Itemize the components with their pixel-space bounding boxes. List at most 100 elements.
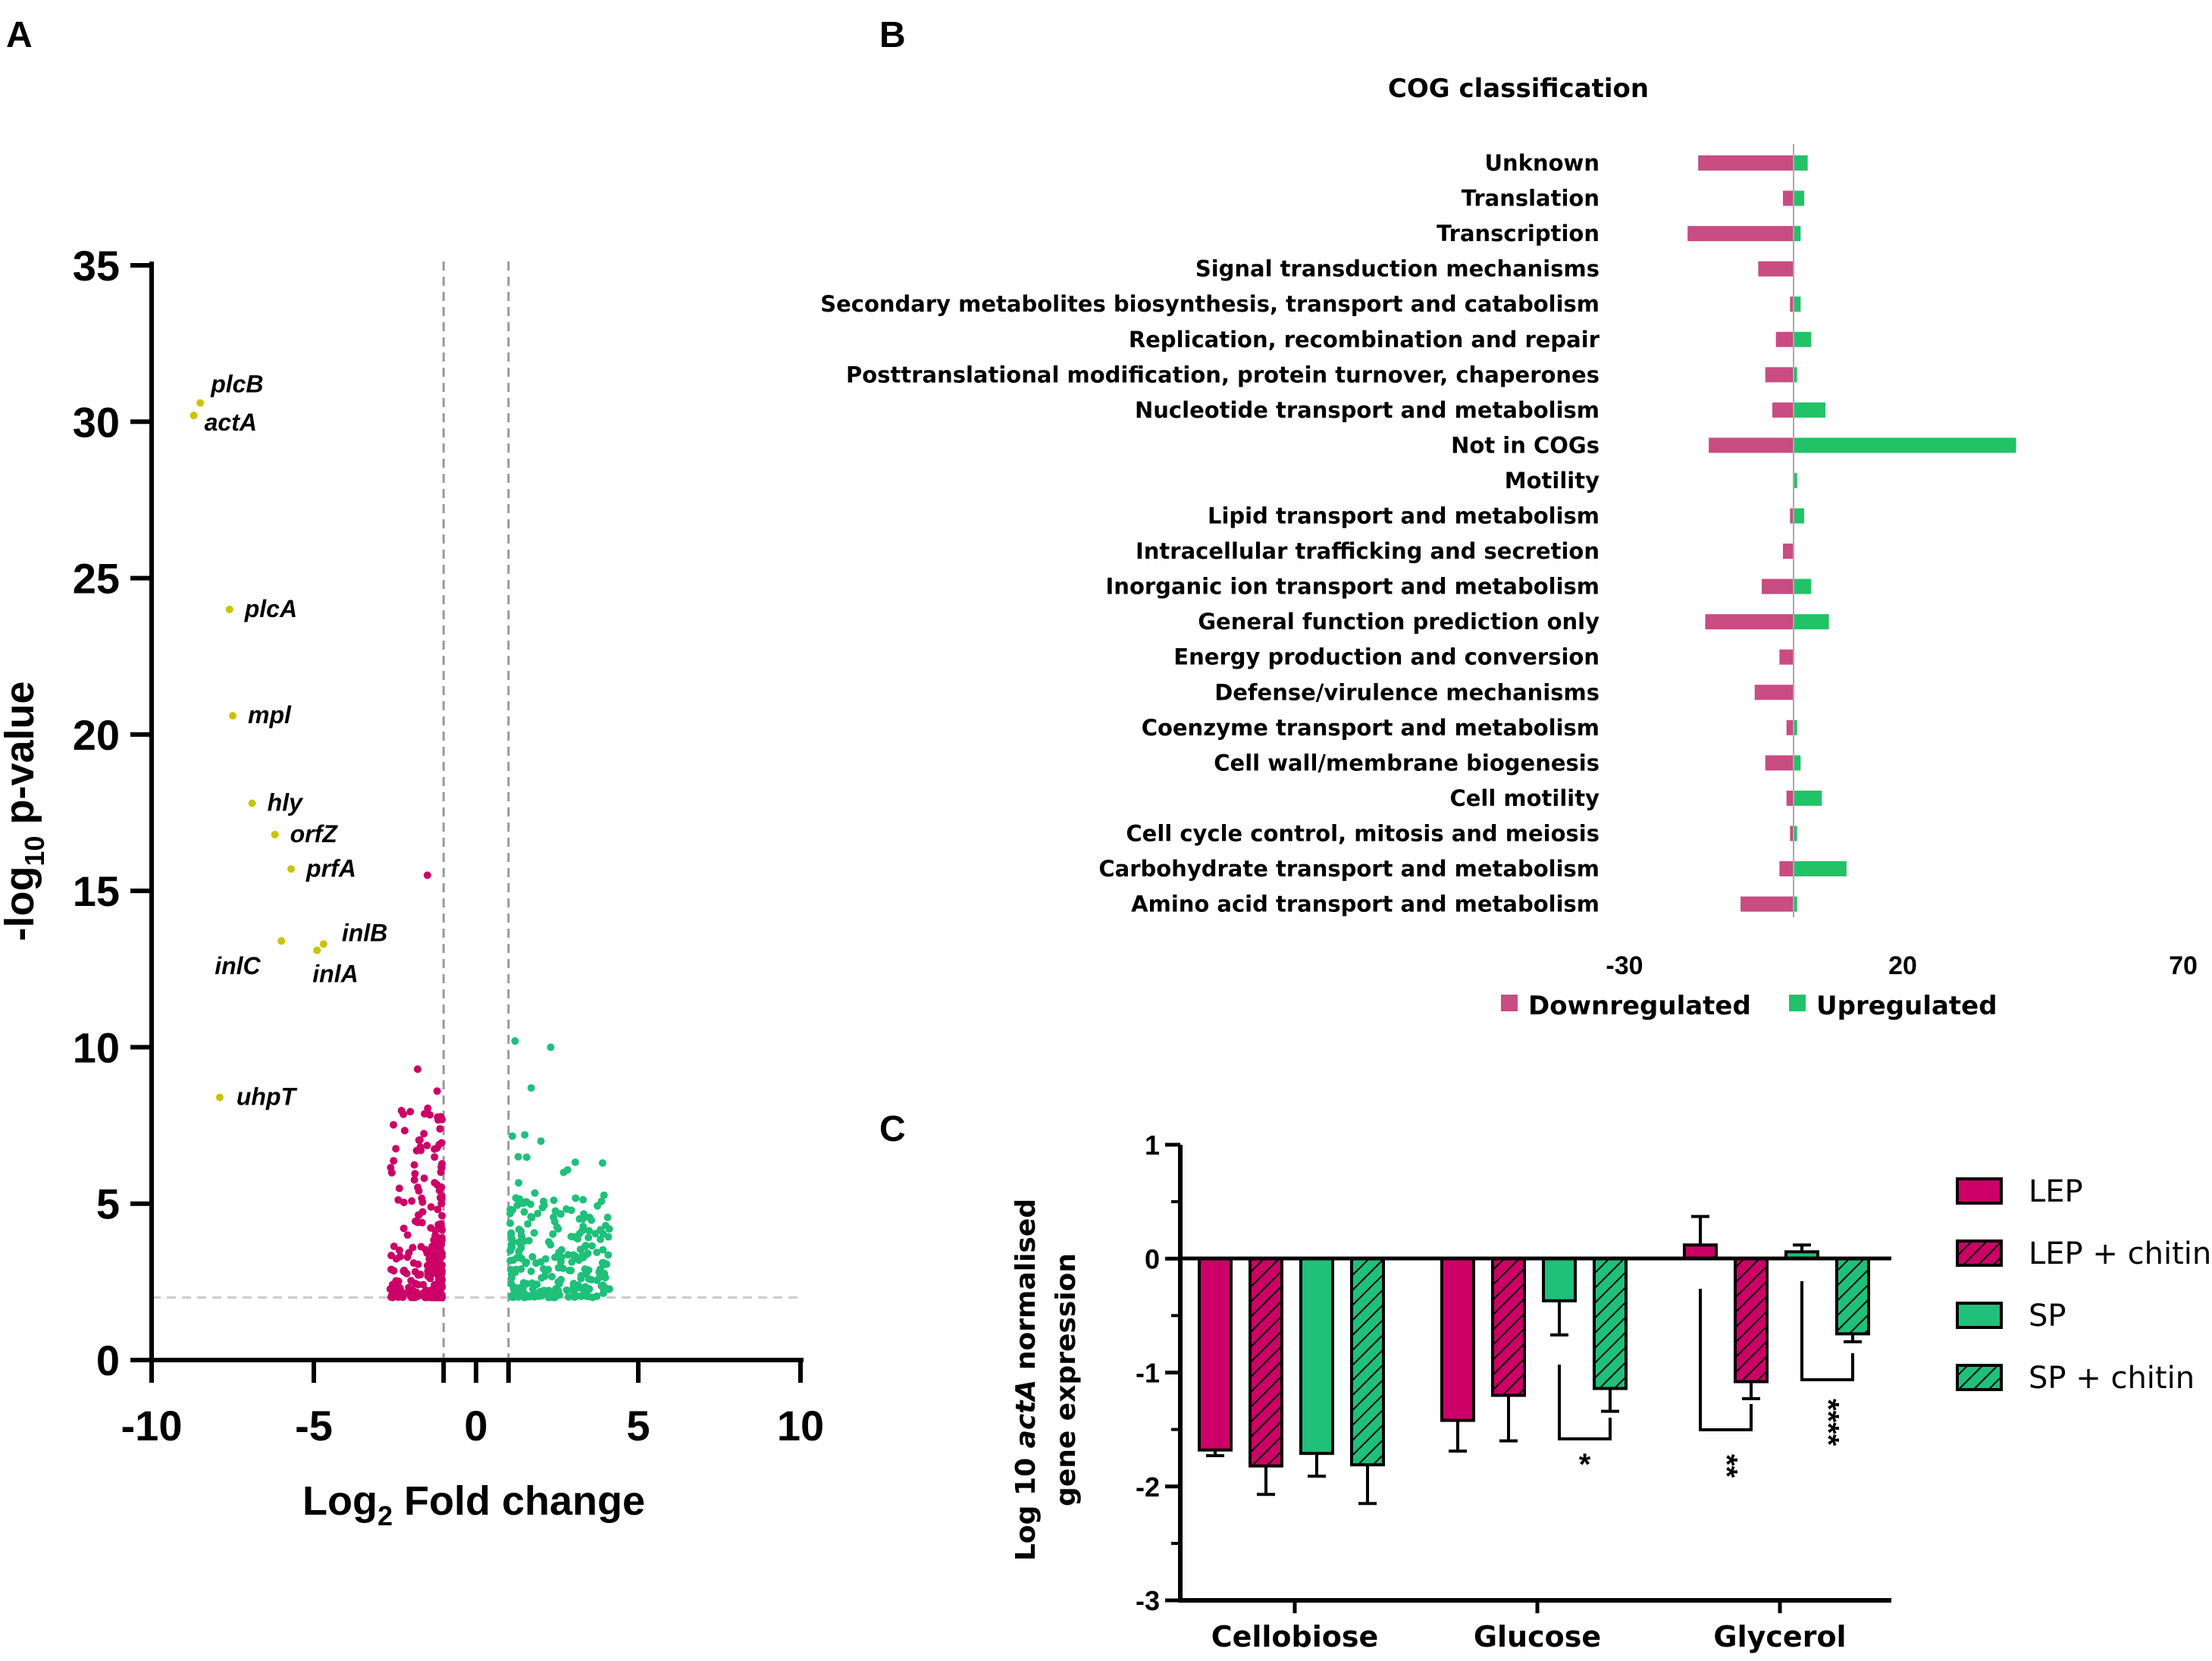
sig-label-1: ** — [1710, 1454, 1744, 1478]
acta-expression-chart: 10-1-2-3 Cellobiose Glucose Glycerol * ****… — [1010, 1130, 2211, 1653]
cog-bar-down-4 — [1790, 296, 1794, 312]
c-legend-label-0: LEP — [2029, 1174, 2083, 1209]
cog-bar-down-2 — [1687, 226, 1794, 242]
point-down-81 — [396, 1293, 405, 1301]
point-up-160 — [570, 1233, 578, 1241]
gene-label-plcB: plcB — [210, 371, 263, 398]
cog-category-label-1: Translation — [1462, 186, 1599, 212]
point-down-150 — [433, 1144, 441, 1152]
point-up-25 — [585, 1227, 594, 1235]
point-up-224 — [569, 1283, 578, 1291]
bar-glycerol-3 — [1835, 1257, 1870, 1336]
point-down-254 — [387, 1168, 396, 1177]
point-up-238 — [571, 1290, 579, 1299]
point-up-20 — [604, 1251, 613, 1259]
point-down-208 — [414, 1271, 422, 1279]
cog-bar-down-13 — [1705, 614, 1794, 630]
gene-label-prfA: prfA — [305, 854, 356, 882]
sig-bracket-0 — [1558, 1365, 1612, 1440]
point-up-219 — [507, 1232, 515, 1240]
point-down-38 — [400, 1127, 409, 1135]
cog-bar-up-21 — [1794, 896, 1797, 912]
point-up-170 — [528, 1214, 536, 1222]
c-legend-swatch-0 — [1956, 1177, 2003, 1205]
point-down-87 — [395, 1184, 403, 1192]
point-up-193 — [544, 1286, 553, 1295]
y-tick-label-15: 15 — [73, 867, 120, 915]
c-x-ticks: Cellobiose Glucose Glycerol — [1211, 1600, 1847, 1653]
cog-category-label-3: Signal transduction mechanisms — [1195, 256, 1599, 282]
gene-label-inlB: inlB — [342, 919, 387, 946]
point-up-165 — [551, 1207, 559, 1215]
gene-point-orfZ — [271, 830, 279, 838]
cog-category-label-14: Energy production and conversion — [1173, 644, 1599, 670]
point-down-171 — [395, 1246, 403, 1255]
cog-x-ticks: -30 20 70 — [1606, 951, 2197, 980]
point-down-221 — [436, 1256, 444, 1265]
point-down-244 — [409, 1259, 418, 1268]
point-down-230 — [438, 1226, 446, 1234]
cog-category-label-21: Amino acid transport and metabolism — [1131, 892, 1599, 917]
point-up-48 — [532, 1259, 540, 1268]
point-down-177 — [414, 1218, 422, 1227]
cog-bar-up-16 — [1794, 719, 1797, 735]
cog-bar-up-8 — [1794, 437, 2016, 453]
legend-label-upregulated: Upregulated — [1816, 991, 1997, 1021]
point-down-215 — [407, 1277, 415, 1285]
point-up-202 — [508, 1243, 516, 1252]
point-down-97 — [387, 1265, 396, 1274]
point-down-242 — [438, 1211, 446, 1220]
point-up-178 — [579, 1253, 587, 1261]
point-up-84 — [600, 1191, 608, 1199]
bar-cellobiose-3 — [1350, 1257, 1385, 1467]
point-up-57 — [528, 1252, 537, 1261]
gene-label-plcA: plcA — [244, 595, 297, 622]
point-down-143 — [425, 1255, 434, 1263]
cog-bar-down-12 — [1762, 578, 1794, 594]
legend-swatch-upregulated — [1789, 995, 1806, 1011]
point-up-228 — [577, 1274, 585, 1283]
point-up-126 — [524, 1220, 532, 1228]
point-up-117 — [513, 1201, 522, 1209]
c-x-tick-label-2: Glycerol — [1713, 1620, 1846, 1653]
cog-category-labels: Unknown Translation Transcription Signal tr… — [820, 150, 1599, 917]
labeled-genes: plcB actA plcA mpl hly orfZ prfA inlB inlA inlC uh… — [190, 371, 387, 1110]
cog-category-label-15: Defense/virulence mechanisms — [1214, 679, 1599, 705]
point-down-210 — [406, 1108, 415, 1116]
gene-point-plcB — [196, 399, 205, 407]
point-down-255 — [436, 1193, 444, 1202]
point-down-37 — [390, 1157, 398, 1165]
point-up-91 — [549, 1230, 557, 1238]
point-down-229 — [399, 1199, 408, 1207]
point-down-192 — [435, 1265, 443, 1274]
y-tick-label-25: 25 — [73, 555, 120, 603]
sig-bracket-2 — [1800, 1281, 1854, 1381]
point-up-225 — [534, 1209, 542, 1218]
cog-bar-up-9 — [1794, 472, 1797, 488]
cog-bar-up-4 — [1794, 296, 1801, 312]
point-up-145 — [531, 1189, 539, 1197]
point-up-88 — [594, 1202, 602, 1210]
point-down-259 — [410, 1176, 418, 1184]
panel-letter-b: B — [879, 15, 906, 55]
point-up-34 — [506, 1256, 515, 1265]
point-up-229 — [536, 1287, 544, 1296]
cog-category-label-4: Secondary metabolites biosynthesis, tran… — [820, 291, 1599, 317]
point-up-37 — [603, 1213, 612, 1221]
cog-legend: Downregulated Upregulated — [1501, 991, 1997, 1021]
point-up-230 — [552, 1292, 560, 1300]
cog-chart: COG classification Unknown Translation Tra… — [820, 74, 2198, 1021]
cog-bar-down-1 — [1783, 190, 1794, 206]
point-up-164 — [522, 1258, 531, 1267]
cog-title: COG classification — [1388, 74, 1649, 104]
point-up-246 — [514, 1152, 522, 1161]
point-up-39 — [568, 1258, 576, 1266]
point-down-188 — [405, 1283, 413, 1292]
sig-bracket-1 — [1699, 1289, 1753, 1431]
cog-bar-down-19 — [1790, 826, 1794, 841]
gene-label-orfZ: orfZ — [290, 820, 339, 848]
point-down-142 — [411, 1170, 419, 1178]
point-down-138 — [421, 1110, 429, 1118]
cog-bar-down-14 — [1779, 649, 1794, 665]
point-up-218 — [537, 1274, 546, 1282]
